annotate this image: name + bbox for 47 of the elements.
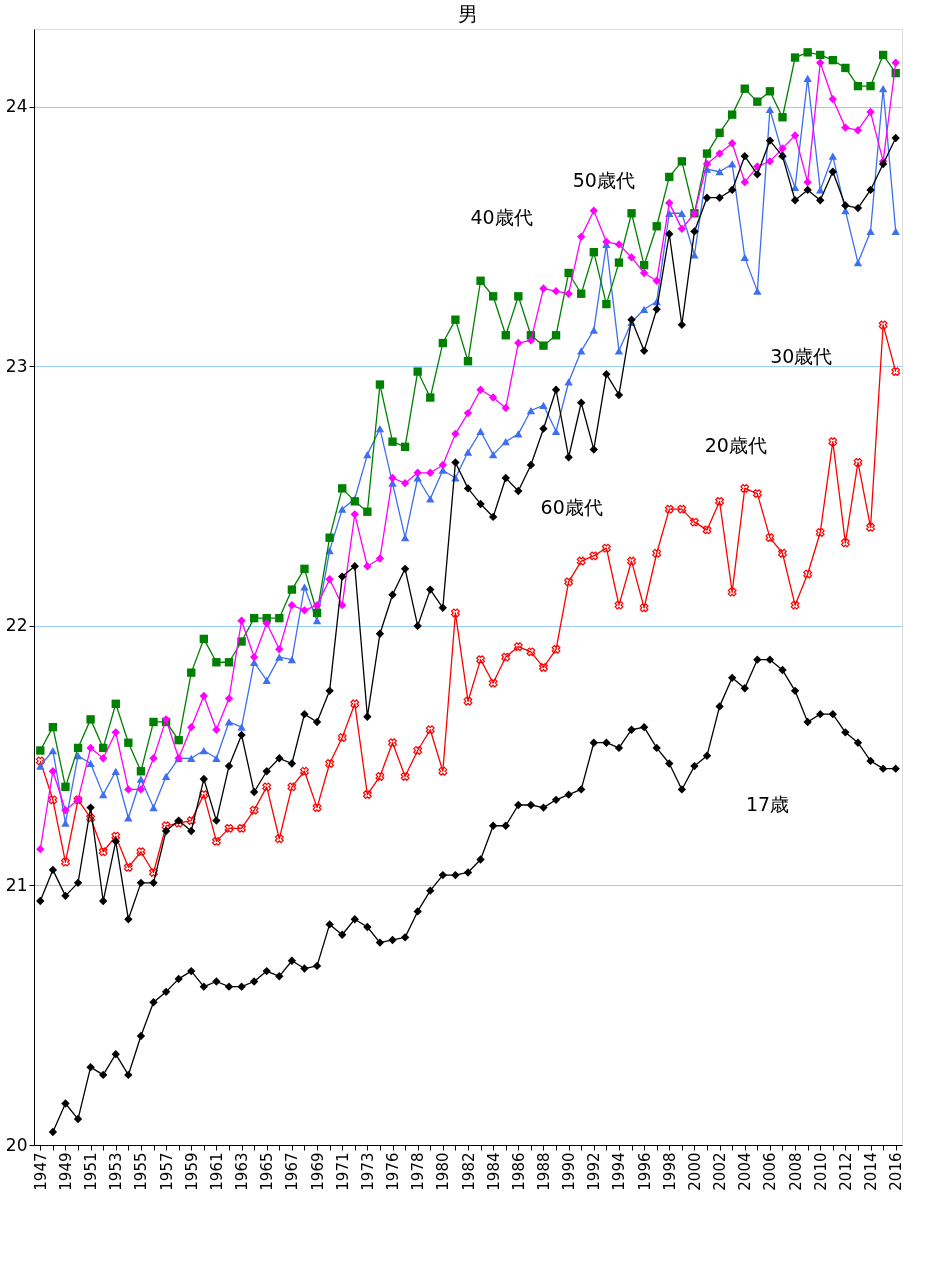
x-tick-label: 2004 [736,1152,755,1191]
y-tick-label: 23 [5,355,28,376]
y-tick-label: 22 [5,615,28,636]
text: 17歳 [746,793,790,816]
x-tick-label: 1988 [534,1152,553,1191]
x-tick-label: 2006 [761,1152,780,1191]
x-tick-label: 1992 [585,1152,604,1191]
x-tick-label: 2010 [811,1152,830,1191]
x-tick-label: 1973 [358,1152,377,1191]
x-tick-label: 1963 [233,1152,252,1191]
x-tick-label: 1982 [459,1152,478,1191]
text: 30歳代 [770,345,833,368]
x-tick-label: 1955 [132,1152,151,1191]
x-tick-label: 1996 [635,1152,654,1191]
text: 40歳代 [470,205,533,228]
x-tick-label: 2008 [786,1152,805,1191]
x-tick-label: 1998 [660,1152,679,1191]
y-tick-label: 24 [5,96,28,117]
chart-title: 男 [458,2,478,26]
y-tick-label: 21 [5,874,28,895]
x-tick-label: 2014 [862,1152,881,1191]
x-tick-label: 2012 [836,1152,855,1191]
x-tick-label: 1986 [509,1152,528,1191]
x-tick-label: 2000 [685,1152,704,1191]
y-tick-label: 20 [5,1134,28,1155]
x-tick-label: 1971 [333,1152,352,1191]
x-tick-label: 1967 [283,1152,302,1191]
x-tick-label: 1961 [207,1152,226,1191]
x-tick-label: 1947 [31,1152,50,1191]
x-tick-label: 1953 [107,1152,126,1191]
series-label: 20歳代 [704,434,767,457]
x-tick-label: 1984 [484,1152,503,1191]
x-tick-label: 1957 [157,1152,176,1191]
x-tick-label: 1965 [258,1152,277,1191]
x-tick-label: 1976 [384,1152,403,1191]
x-tick-label: 1990 [560,1152,579,1191]
x-tick-label: 1951 [82,1152,101,1191]
x-tick-label: 1959 [182,1152,201,1191]
x-tick-label: 2002 [711,1152,730,1191]
x-tick-label: 1980 [434,1152,453,1191]
x-tick-label: 2016 [887,1152,906,1191]
x-tick-label: 1978 [409,1152,428,1191]
series-label: 50歳代 [572,168,635,191]
x-tick-label: 1949 [56,1152,75,1191]
series-label: 60歳代 [540,496,603,519]
x-tick-label: 1994 [610,1152,629,1191]
x-tick-label: 1969 [308,1152,327,1191]
